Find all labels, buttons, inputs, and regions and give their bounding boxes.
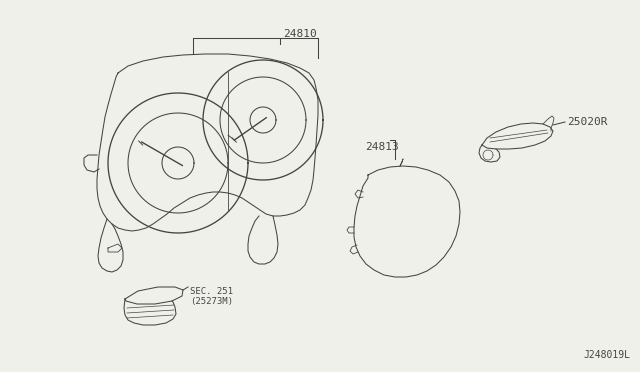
Text: J248019L: J248019L: [583, 350, 630, 360]
Text: 24810: 24810: [283, 29, 317, 39]
Text: SEC. 251
(25273M): SEC. 251 (25273M): [190, 287, 233, 307]
Text: 24813: 24813: [365, 142, 399, 152]
Text: 25020R: 25020R: [567, 117, 607, 127]
